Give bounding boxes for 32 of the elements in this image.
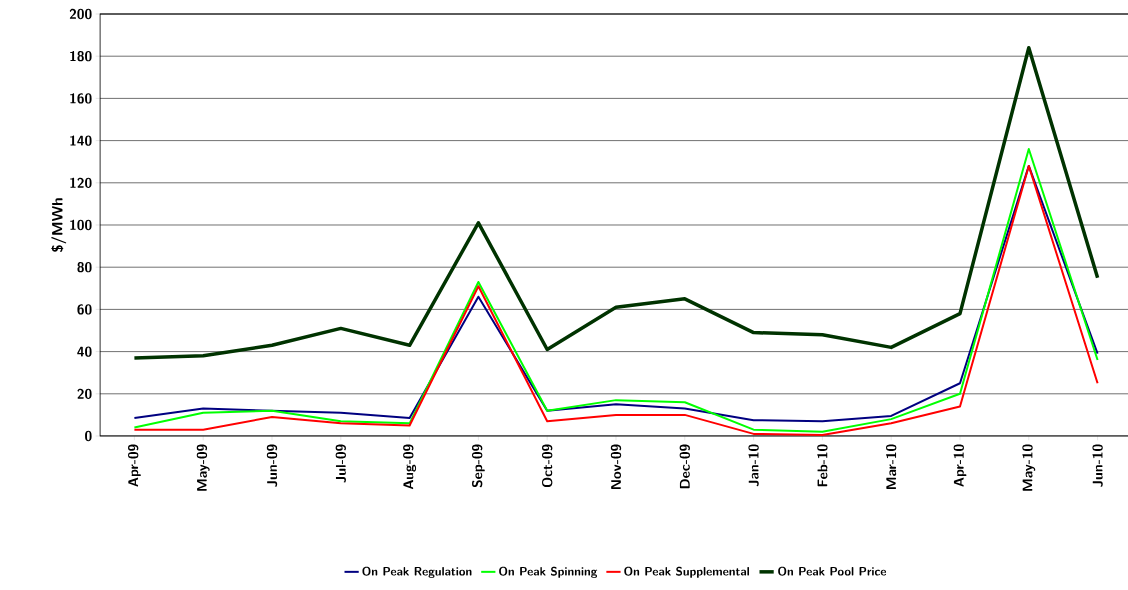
x-tick-label: Apr-09	[128, 444, 141, 487]
legend-label: On Peak Pool Price	[778, 566, 887, 576]
y-tick-label: 20	[77, 388, 92, 399]
x-tick-label: Apr-10	[953, 444, 967, 487]
x-tick-label: Dec-09	[679, 444, 690, 489]
y-tick-label: 40	[77, 346, 92, 357]
x-tick-label: Oct-09	[542, 444, 553, 488]
y-axis-title: $/MWh	[51, 198, 67, 252]
x-tick-label: Sep-09	[472, 444, 485, 488]
x-tick-label: Nov-09	[610, 444, 622, 489]
x-tick-label: Jun-09	[266, 444, 278, 487]
y-tick-label: 60	[77, 304, 92, 315]
x-tick-label: Jun-10	[1092, 444, 1103, 487]
y-tick-label: 80	[77, 262, 92, 273]
x-tick-label: Jan-10	[748, 444, 759, 487]
legend-label: On Peak Regulation	[362, 566, 472, 578]
legend-label: On Peak Supplemental	[624, 566, 749, 578]
y-tick-label: 100	[70, 219, 92, 231]
legend-label: On Peak Spinning	[499, 566, 598, 578]
y-tick-label: 140	[70, 135, 92, 146]
x-tick-label: Jul-09	[335, 444, 346, 483]
line-series	[132, 46, 1100, 360]
y-tick-label: 120	[70, 177, 92, 188]
x-tick-label: Feb-10	[817, 444, 828, 487]
y-tick-label: 0	[85, 430, 92, 442]
y-tick-label: 200	[69, 8, 92, 20]
y-tick-label: 160	[70, 93, 92, 104]
x-tick-label: Mar-10	[886, 444, 897, 489]
x-tick-label: May-10	[1022, 444, 1036, 491]
x-tick-label: May-09	[196, 444, 210, 491]
y-tick-label: 180	[70, 51, 92, 62]
x-tick-label: Aug-09	[403, 444, 417, 490]
